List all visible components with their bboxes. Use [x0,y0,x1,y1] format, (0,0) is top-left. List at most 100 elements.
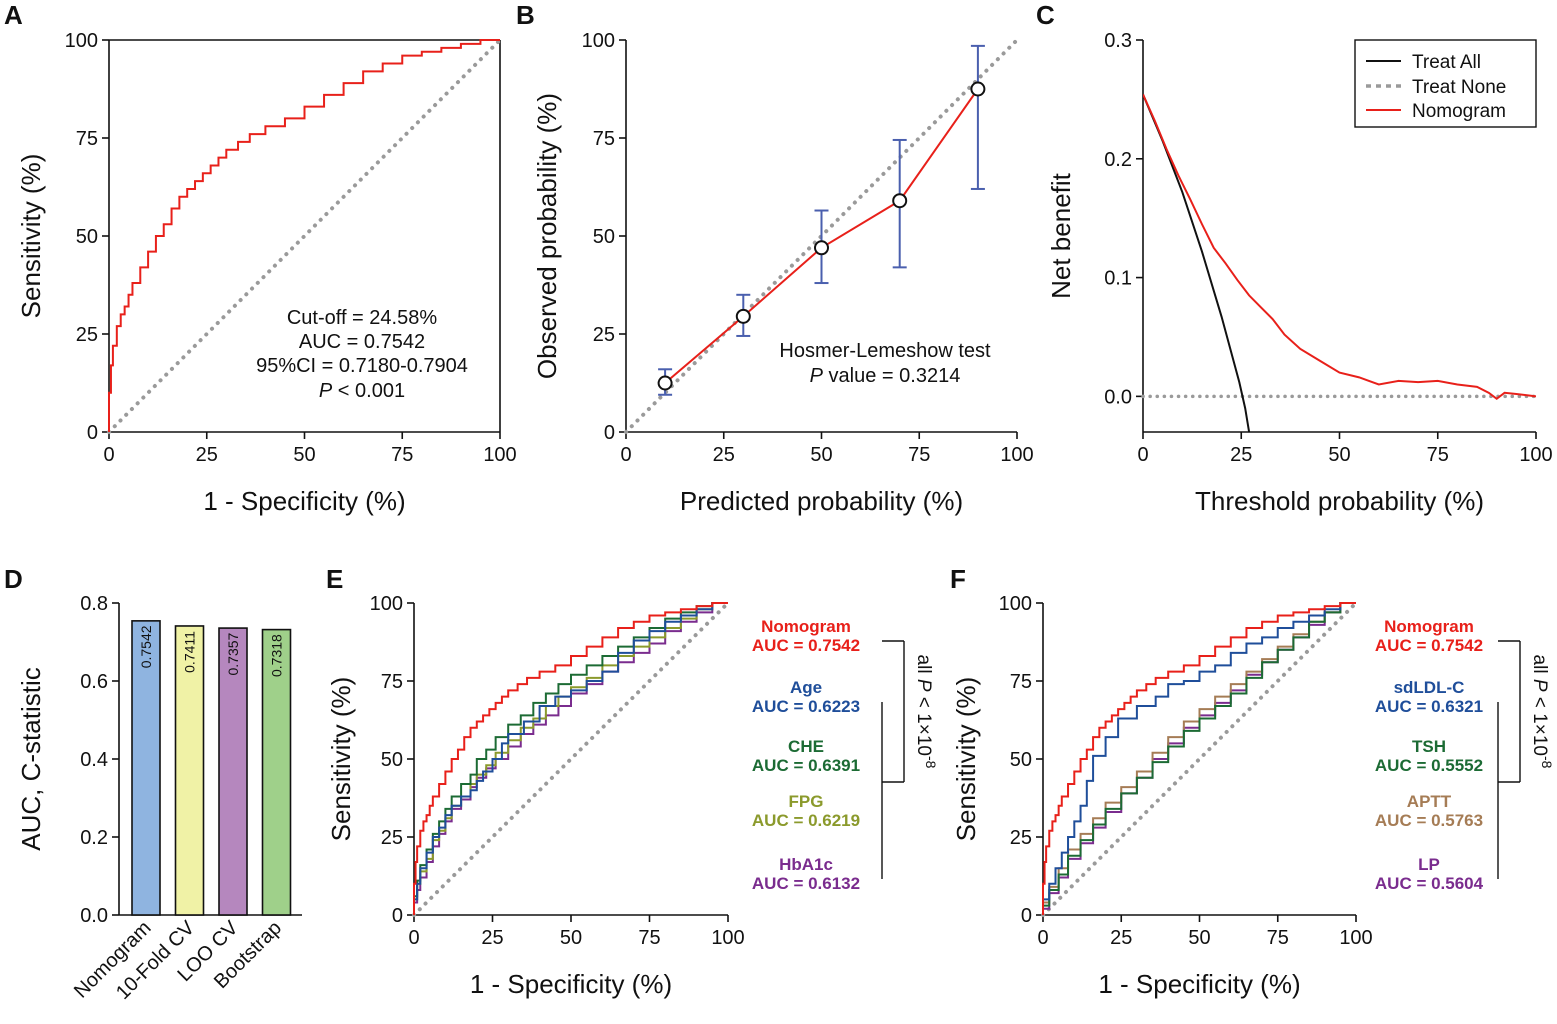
y-axis-title: Observed probability (%) [532,93,562,379]
x-tick-label: 0 [620,444,631,466]
bracket-p-rest: < 1×10 [1529,692,1550,756]
reference-diagonal [107,38,502,434]
bracket-p-exponent: -8 [1539,756,1555,769]
bar-nomogram [131,620,161,916]
y-tick-label: 100 [65,30,98,52]
legend-name-tsh: TSH [1412,737,1446,756]
y-tick-label: 0.4 [80,749,108,771]
calibration-point [892,193,908,209]
bracket-p-symbol: P [913,679,934,692]
y-tick-label: 50 [76,226,98,248]
y-tick-label: 50 [381,749,403,771]
x-tick-label: 75 [1427,444,1449,466]
y-tick-label: 0 [604,422,615,444]
bar-bootstrap [261,628,292,916]
roc-curve-tsh [1042,602,1356,915]
y-tick-label: 25 [76,324,98,346]
panel-e-roc: 0 25 50 75 100 0 25 50 75 100 1 - Specificity (%) S… [326,593,939,999]
y-tick-label: 100 [582,30,615,52]
y-tick-label: 0.0 [80,905,108,927]
calibration-point [657,375,673,391]
x-tick-label: 75 [1267,927,1289,949]
panel-b-calibration: 0 25 50 75 100 0 25 50 75 100 Predicted probabilit… [532,30,1034,516]
y-tick-label: 75 [1010,671,1032,693]
x-tick-label: 25 [1110,927,1132,949]
x-tick-label: 0 [1037,927,1048,949]
y-tick-label: 75 [593,128,615,150]
nomogram-roc-curve [108,39,500,432]
panel-letter-f: F [950,564,966,594]
panel-a-roc: 0 25 50 75 100 0 25 50 75 100 1 - Specificity (%) S… [16,30,517,516]
x-tick-label: 75 [638,927,660,949]
legend-name-hba1c: HbA1c [779,855,833,874]
y-tick-label: 0.2 [80,827,108,849]
legend-auc-nomogram: AUC = 0.7542 [752,636,860,655]
y-axis-title: Sensitivity (%) [951,677,981,842]
auc-annotation: AUC = 0.7542 [299,331,425,353]
y-tick-label: 100 [370,593,403,615]
panel-letter-c: C [1036,0,1055,30]
p-value: value = 0.3214 [823,365,960,387]
legend-auc-fpg: AUC = 0.6219 [752,811,860,830]
bracket-p-label: all P < 1×10-8 [913,655,939,769]
bracket-p-exponent: -8 [923,756,939,769]
y-tick-label: 50 [593,226,615,248]
reference-diagonal [1041,601,1358,917]
y-axis-title: AUC, C-statistic [16,667,46,850]
y-tick-label: 0.0 [1104,386,1132,408]
legend-auc-aptt: AUC = 0.5763 [1375,811,1483,830]
y-tick-label: 25 [593,324,615,346]
bracket-p-rest: < 1×10 [913,692,934,756]
roc-curve-sdldl-c [1042,602,1356,915]
y-tick-label: 75 [381,671,403,693]
x-tick-label: 100 [1339,927,1372,949]
panel-letter-a: A [4,0,23,30]
y-tick-label: 0.3 [1104,30,1132,52]
x-tick-label: 100 [711,927,744,949]
legend-name-che: CHE [788,737,824,756]
x-tick-label: 25 [481,927,503,949]
x-axis-title: 1 - Specificity (%) [470,969,672,999]
legend-name-nomogram: Nomogram [1384,617,1474,636]
panel-f-roc: 0 25 50 75 100 0 25 50 75 100 1 - Specificity (%) S… [951,593,1555,999]
bar-value-label: 0.7357 [225,632,241,675]
reference-diagonal [412,601,730,917]
legend-label-treat-all: Treat All [1412,52,1481,73]
p-annotation: P < 0.001 [319,380,405,402]
bracket-p-symbol: P [1529,679,1550,692]
y-tick-label: 100 [999,593,1032,615]
legend-label-nomogram: Nomogram [1412,101,1506,122]
y-axis-title: Net benefit [1046,172,1076,299]
bracket-all: all [1529,655,1550,679]
x-tick-label: 0 [1137,444,1148,466]
y-tick-label: 25 [1010,827,1032,849]
x-tick-label: 75 [908,444,930,466]
panel-letter-d: D [4,564,23,594]
y-tick-label: 0.2 [1104,149,1132,171]
x-tick-label: 25 [196,444,218,466]
legend-label-treat-none: Treat None [1412,77,1506,98]
legend-name-age: Age [790,678,822,697]
panel-letter-e: E [326,564,343,594]
bar-loo-cv [218,627,248,916]
legend-auc-lp: AUC = 0.5604 [1375,874,1484,893]
panel-c-dca: 0 25 50 75 100 0.0 0.1 0.2 0.3 Threshold probabil… [1046,30,1553,516]
x-tick-label: 50 [293,444,315,466]
y-tick-label: 0 [392,905,403,927]
x-axis-title: Predicted probability (%) [680,486,963,516]
bar-value-label: 0.7411 [182,631,198,673]
ci-annotation: 95%CI = 0.7180-0.7904 [256,355,468,377]
legend-auc-nomogram: AUC = 0.7542 [1375,636,1483,655]
legend-name-nomogram: Nomogram [761,617,851,636]
y-tick-label: 75 [76,128,98,150]
hl-test-annotation: Hosmer-Lemeshow test [779,340,991,362]
nomogram-net-benefit-line [1143,93,1536,400]
x-tick-label: 50 [560,927,582,949]
bracket-p-label: all P < 1×10-8 [1529,655,1555,769]
y-tick-label: 25 [381,827,403,849]
p-symbol: P [810,365,824,387]
x-axis-title: 1 - Specificity (%) [1098,969,1300,999]
calibration-point [970,81,986,97]
roc-curve-nomogram [1042,602,1356,915]
